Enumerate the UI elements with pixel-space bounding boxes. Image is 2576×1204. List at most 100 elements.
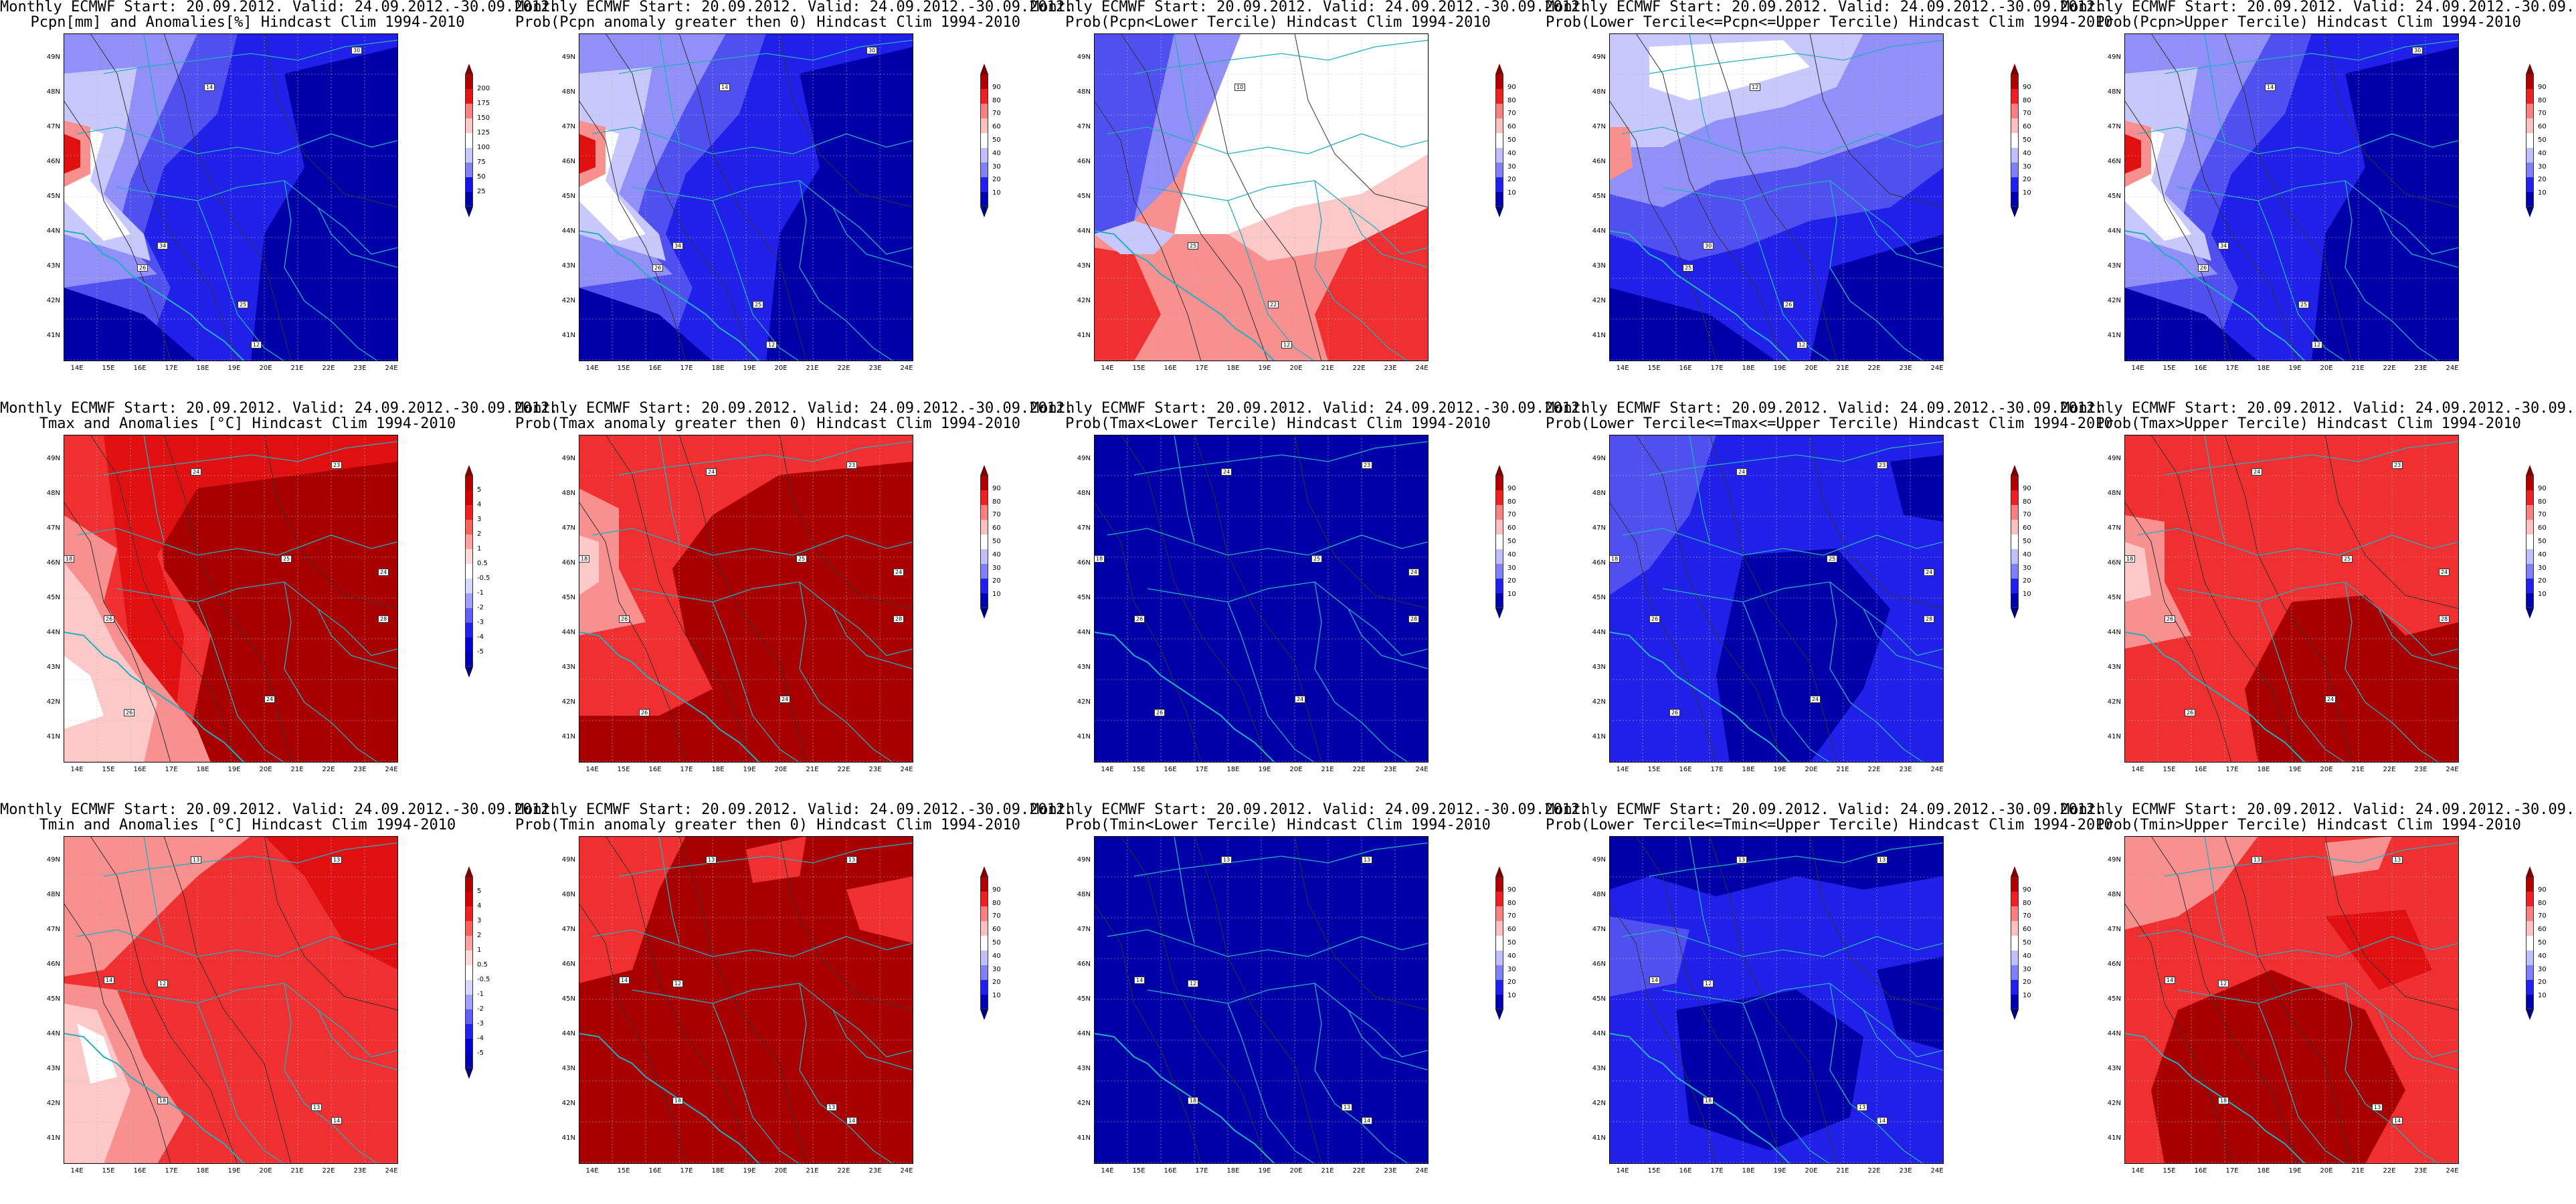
longitude-label: 23E bbox=[353, 365, 367, 372]
colorbar-tick-label: -1 bbox=[477, 589, 484, 597]
station-value-label: 14 bbox=[204, 84, 215, 91]
station-value-label: 28 bbox=[1408, 615, 1420, 623]
station-value-label: 12 bbox=[1750, 84, 1761, 91]
station-value-label: 24 bbox=[378, 569, 389, 576]
longitude-label: 21E bbox=[2351, 1167, 2365, 1175]
station-value-label: 26 bbox=[1154, 709, 1166, 716]
station-value-label: 24 bbox=[1924, 569, 1935, 576]
colorbar-tick-label: 30 bbox=[992, 564, 1001, 572]
latitude-label: 42N bbox=[1592, 297, 1606, 304]
shading-region bbox=[157, 435, 398, 763]
colorbar-segment bbox=[465, 549, 473, 564]
longitude-label: 15E bbox=[2163, 1167, 2176, 1175]
longitude-label: 21E bbox=[2351, 365, 2365, 372]
latitude-label: 49N bbox=[561, 455, 575, 462]
country-border bbox=[832, 608, 913, 670]
colorbar-tick-label: 10 bbox=[2538, 591, 2547, 599]
longitude-label: 21E bbox=[1836, 365, 1849, 372]
longitude-label: 17E bbox=[1195, 766, 1208, 773]
shading-region bbox=[1094, 33, 1174, 234]
station-value-label: 18 bbox=[64, 555, 75, 563]
longitude-label: 16E bbox=[2194, 365, 2207, 372]
station-value-label: 23 bbox=[1362, 462, 1373, 469]
colorbar-tick-label: 20 bbox=[2023, 176, 2031, 184]
colorbar-tick-label: 100 bbox=[477, 144, 490, 151]
station-value-label: 26 bbox=[2198, 264, 2209, 272]
station-value-label: 30 bbox=[351, 47, 363, 54]
forecast-panel: Monthly ECMWF Start: 20.09.2012. Valid: … bbox=[1546, 0, 2113, 401]
longitude-label: 21E bbox=[1836, 1167, 1849, 1175]
latitude-label: 49N bbox=[46, 856, 60, 864]
colorbar-tick-label: 40 bbox=[2538, 952, 2547, 960]
latitude-label: 48N bbox=[1077, 88, 1091, 96]
longitude-label: 14E bbox=[70, 766, 84, 773]
map-plot: 13 13 14 12 18 13 14 bbox=[1094, 836, 1429, 1164]
colorbar-segment bbox=[2011, 520, 2019, 534]
colorbar-legend: 90 80 70 60 50 40 30 20 10 bbox=[1495, 866, 1516, 1020]
colorbar-bottom-arrow bbox=[1495, 1009, 1503, 1020]
colorbar-tick-label: 70 bbox=[2023, 511, 2031, 519]
longitude-label: 18E bbox=[196, 365, 209, 372]
latitude-label: 41N bbox=[1077, 1134, 1091, 1142]
contour-line bbox=[264, 435, 398, 609]
contour-line bbox=[605, 33, 753, 361]
station-value-label: 14 bbox=[846, 1117, 858, 1124]
colorbar-segment bbox=[2526, 163, 2534, 177]
longitude-label: 14E bbox=[1101, 766, 1114, 773]
station-value-label: 14 bbox=[1362, 1117, 1373, 1124]
contour-line bbox=[1120, 435, 1269, 763]
colorbar-legend: 5 4 3 2 1 0.5 -0.5 -1 -2 -3 -4 -5 bbox=[465, 465, 490, 678]
panel-title-line1: Monthly ECMWF Start: 20.09.2012. Valid: … bbox=[0, 801, 559, 818]
colorbar-segment bbox=[980, 906, 988, 921]
panel-title-line2: Prob(Lower Tercile<=Tmin<=Upper Tercile)… bbox=[1546, 817, 2113, 833]
shading-region bbox=[104, 435, 398, 763]
longitude-label: 22E bbox=[1867, 766, 1881, 773]
longitude-label: 19E bbox=[743, 766, 756, 773]
latitude-label: 49N bbox=[2107, 54, 2121, 61]
forecast-panel: Monthly ECMWF Start: 20.09.2012. Valid: … bbox=[515, 401, 1073, 803]
contour-line bbox=[1709, 435, 1837, 763]
colorbar-tick-label: 70 bbox=[2538, 511, 2547, 519]
latitude-label: 46N bbox=[2107, 158, 2121, 165]
colorbar-tick-label: 40 bbox=[2538, 550, 2547, 559]
longitude-label: 17E bbox=[680, 1167, 693, 1175]
country-border bbox=[317, 207, 398, 268]
latitude-label: 48N bbox=[1592, 88, 1606, 96]
station-value-label: 24 bbox=[2325, 696, 2336, 703]
colorbar-segment bbox=[2526, 995, 2534, 1009]
station-value-label: 24 bbox=[1408, 569, 1420, 576]
panel-title-line2: Prob(Lower Tercile<=Pcpn<=Upper Tercile)… bbox=[1546, 14, 2113, 31]
colorbar-segment bbox=[980, 520, 988, 534]
country-border bbox=[712, 200, 800, 361]
latitude-label: 47N bbox=[1077, 123, 1091, 130]
colorbar-tick-label: 60 bbox=[992, 123, 1001, 131]
latitude-label: 44N bbox=[561, 629, 575, 636]
panel-title-line2: Tmax and Anomalies [°C] Hindcast Clim 19… bbox=[39, 415, 456, 432]
latitude-label: 49N bbox=[46, 455, 60, 462]
colorbar-legend: 90 80 70 60 50 40 30 20 10 bbox=[2526, 866, 2547, 1020]
colorbar-segment bbox=[465, 148, 473, 163]
longitude-label: 22E bbox=[837, 365, 850, 372]
map-svg bbox=[1609, 836, 1944, 1164]
colorbar-segment bbox=[2011, 163, 2019, 177]
longitude-label: 19E bbox=[743, 365, 756, 372]
colorbar-tick-label: 70 bbox=[992, 110, 1001, 118]
colorbar-tick-label: 90 bbox=[992, 83, 1001, 91]
longitude-label: 20E bbox=[1805, 365, 1818, 372]
latitude-label: 47N bbox=[561, 926, 575, 933]
latitude-label: 44N bbox=[1077, 227, 1091, 235]
colorbar-segment bbox=[1495, 921, 1503, 936]
colorbar-tick-label: -4 bbox=[477, 1035, 484, 1042]
map-plot: 13 13 14 12 18 13 14 bbox=[1609, 836, 1944, 1164]
colorbar-tick-label: 60 bbox=[2023, 123, 2031, 131]
colorbar-segment bbox=[2011, 980, 2019, 995]
station-value-label: 25 bbox=[2298, 301, 2310, 308]
longitude-label: 18E bbox=[1742, 766, 1755, 773]
latitude-label: 44N bbox=[46, 629, 60, 636]
longitude-label: 17E bbox=[1710, 1167, 1724, 1175]
latitude-label: 45N bbox=[2107, 594, 2121, 601]
station-value-label: 12 bbox=[1797, 341, 1808, 348]
colorbar-segment bbox=[2526, 921, 2534, 936]
panel-title-line1: Monthly ECMWF Start: 20.09.2012. Valid: … bbox=[515, 801, 1074, 818]
longitude-label: 17E bbox=[1195, 365, 1208, 372]
